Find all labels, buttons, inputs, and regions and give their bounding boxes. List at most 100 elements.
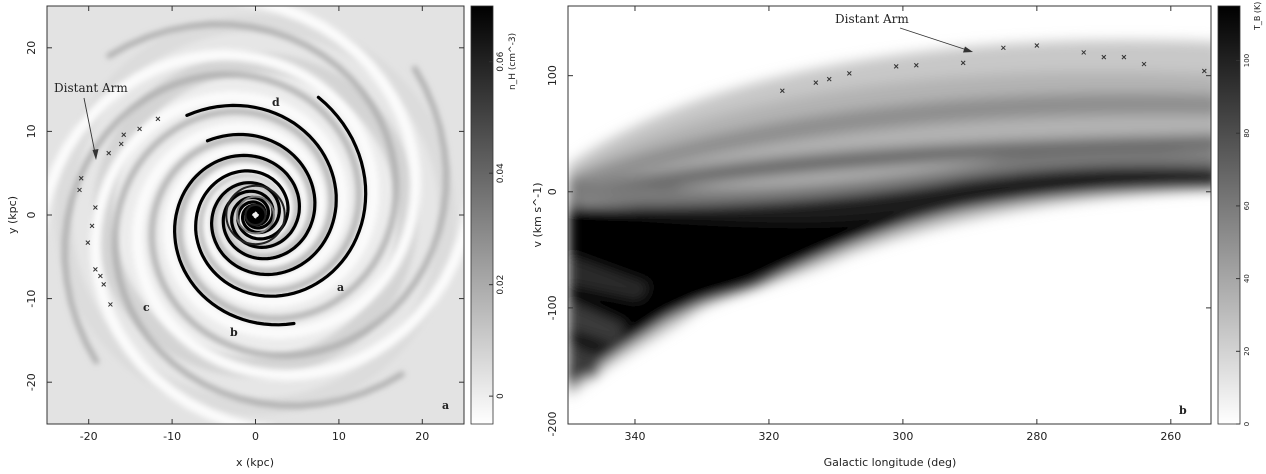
panel-b-colorbar: 0 20 40 60 80 100 T_B (K) (1217, 2, 1262, 426)
y-tick-label: 20 (25, 41, 38, 55)
panel-b-finger-1 (568, 255, 650, 300)
panel-a-axes: -20 -10 0 10 20 -20 -10 0 10 20 (25, 6, 464, 443)
x-tick-label: -20 (80, 430, 98, 443)
colorbar-tick-label: 80 (1243, 129, 1251, 138)
y-tick-label: 0 (25, 212, 38, 219)
colorbar-tick-label: 20 (1243, 347, 1251, 356)
distant-arm-point (826, 76, 832, 82)
panel-a-colorbar-ticks: 0 0.02 0.04 0.06 (489, 51, 506, 399)
panel-b-band-1 (568, 93, 1211, 195)
y-tick-label: -200 (546, 412, 559, 437)
distant-arm-point (93, 205, 98, 210)
distant-arm-point (913, 62, 919, 68)
panel-a-annotation: Distant Arm (54, 81, 128, 160)
panel-a-model-arms (172, 95, 368, 327)
panel-a-colorbar-label: n_H (cm^-3) (508, 33, 518, 90)
panel-b-annotation-arrow (899, 27, 971, 52)
panel-b-band-3 (568, 151, 1211, 209)
panel-b-distant-arm-points (779, 43, 1207, 94)
colorbar-tick-label: 0.06 (496, 51, 506, 71)
model-arm-d (185, 103, 338, 277)
panel-a-arm-label-c: c (143, 301, 150, 314)
panel-a-x-axis-label: x (kpc) (236, 456, 274, 469)
panel-a-face-on-map: -20 -10 0 10 20 -20 -10 0 10 20 Distant Arm d a c… (6, 5, 518, 469)
distant-arm-point (1101, 54, 1107, 60)
panel-b-panel-letter: b (1179, 404, 1187, 417)
distant-arm-point (77, 187, 82, 193)
panel-b-axes: 340 320 300 280 260 -200 -100 0 100 (546, 6, 1211, 443)
distant-arm-point (89, 223, 95, 229)
panel-a-arm-label-d: d (272, 96, 280, 109)
panel-a-y-axis-label: y (kpc) (6, 196, 19, 234)
distant-arm-point (1001, 45, 1006, 51)
panel-b-emission-field (568, 39, 1211, 398)
distant-arm-point (101, 282, 107, 287)
colorbar-tick-label: 0.02 (496, 275, 506, 295)
distant-arm-point (137, 126, 142, 132)
distant-arm-point (1034, 43, 1040, 48)
y-tick-label: -10 (25, 290, 38, 308)
distant-arm-point (118, 141, 124, 147)
panel-b-annotation-text: Distant Arm (835, 12, 909, 26)
panel-a-annotation-arrow (83, 97, 97, 159)
distant-arm-point (121, 132, 127, 138)
inner-ring (244, 203, 267, 227)
x-tick-label: 260 (1160, 430, 1181, 443)
panel-b-x-axis-label: Galactic longitude (deg) (824, 456, 957, 469)
distant-arm-point (813, 80, 819, 85)
x-tick-label: -10 (163, 430, 181, 443)
x-tick-label: 340 (624, 430, 645, 443)
panel-a-distant-arm-points (77, 116, 161, 307)
distant-arm-point (98, 273, 103, 279)
y-tick-label: 0 (546, 188, 559, 195)
distant-arm-point (1201, 68, 1207, 74)
distant-arm-point (1141, 61, 1147, 67)
inner-ring (236, 195, 275, 235)
distant-arm-point (155, 116, 161, 122)
distant-arm-point (108, 302, 113, 307)
x-tick-label: 300 (892, 430, 913, 443)
distant-arm-point (1121, 54, 1127, 60)
x-tick-label: 0 (252, 430, 259, 443)
panel-a-panel-letter: a (442, 399, 449, 412)
panel-a-colorbar: 0 0.02 0.04 0.06 n_H (cm^-3) (470, 5, 518, 425)
panel-a-arm-label-b: b (230, 326, 238, 339)
colorbar-tick-label: 100 (1243, 54, 1251, 67)
panel-b-annotation: Distant Arm (835, 12, 973, 53)
model-arm-c (194, 95, 368, 298)
panel-a-arm-label-a: a (337, 281, 344, 294)
x-tick-label: 10 (332, 430, 346, 443)
panel-b-colorbar-gradient (1217, 5, 1241, 425)
y-tick-label: 10 (25, 124, 38, 138)
distant-arm-point (893, 64, 899, 69)
panel-b-dark-layer (568, 210, 900, 355)
y-tick-label: -100 (546, 295, 559, 320)
panel-b-y-axis-label: v (km s^-1) (531, 182, 544, 247)
inner-ring (225, 184, 286, 246)
distant-arm-point (779, 88, 785, 94)
panel-a-annotation-arrowhead (92, 149, 99, 160)
colorbar-tick-label: 0.04 (496, 163, 506, 183)
colorbar-tick-label: 60 (1243, 201, 1251, 210)
panel-a-colorbar-gradient (470, 5, 494, 425)
panel-b-band-2 (568, 135, 1211, 205)
distant-arm-point (93, 266, 98, 272)
panel-b-finger-2 (568, 300, 625, 345)
distant-arm-point (960, 60, 966, 66)
panel-b-annotation-arrowhead (963, 46, 973, 53)
colorbar-tick-label: 0 (1243, 422, 1251, 426)
panel-b-finger-3 (568, 340, 602, 378)
x-tick-label: 20 (415, 430, 429, 443)
y-tick-label: 100 (546, 65, 559, 86)
panel-a-annotation-text: Distant Arm (54, 81, 128, 95)
distant-arm-point (106, 150, 112, 156)
model-arm-b (172, 153, 302, 327)
x-tick-label: 320 (758, 430, 779, 443)
colorbar-tick-label: 40 (1243, 274, 1251, 283)
panel-b-colorbar-label: T_B (K) (1253, 2, 1262, 31)
colorbar-tick-label: 0 (496, 393, 506, 399)
panel-b-colorbar-ticks: 0 20 40 60 80 100 (1236, 54, 1251, 426)
distant-arm-point (1081, 50, 1087, 55)
